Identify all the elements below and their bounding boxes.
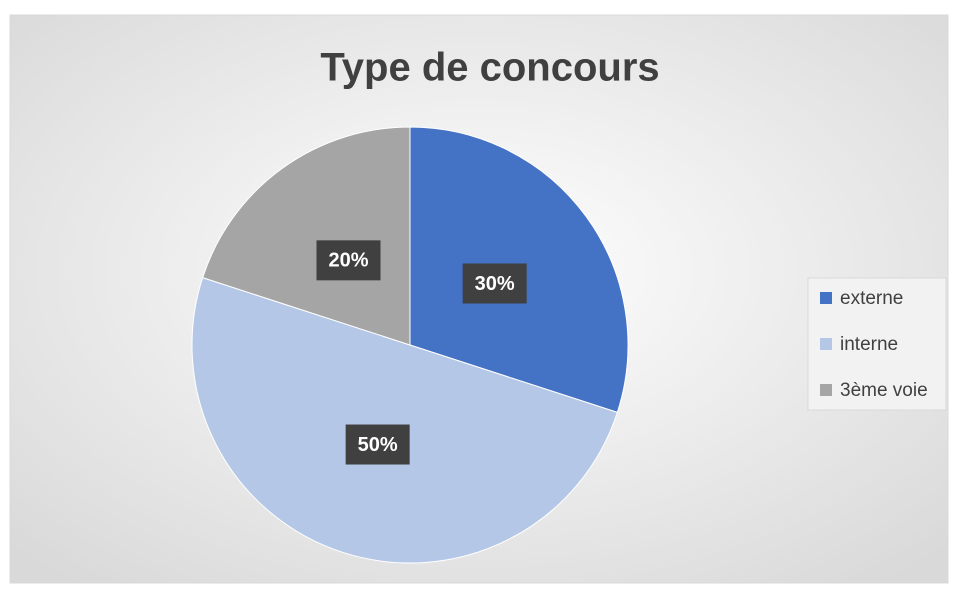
data-label: 30% [475, 273, 515, 295]
pie-slice [202, 126, 411, 346]
legend-label: externe [840, 288, 903, 309]
data-label-box [462, 263, 527, 304]
data-label: 20% [328, 250, 368, 272]
legend-label: 3ème voie [840, 380, 928, 401]
legend-label: interne [840, 334, 898, 355]
pie-slice [191, 277, 618, 564]
data-label-box [345, 424, 410, 465]
legend-swatch [820, 384, 832, 396]
chart-title: Type de concours [320, 46, 659, 90]
legend-swatch [820, 338, 832, 350]
legend-swatch [820, 292, 832, 304]
data-label: 50% [358, 434, 398, 456]
data-label-box [316, 240, 381, 281]
